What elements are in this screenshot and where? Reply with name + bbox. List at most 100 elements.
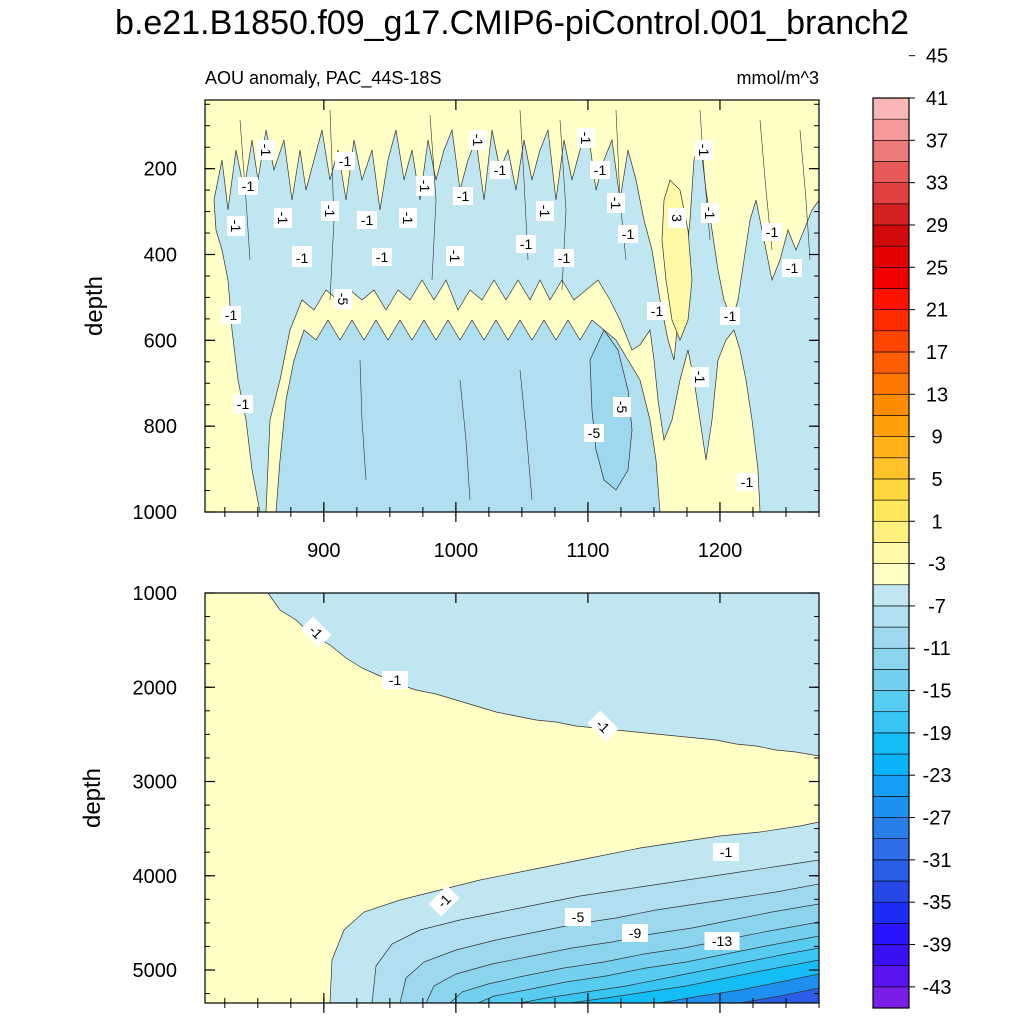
upper-contour-label: -1 (238, 177, 258, 195)
upper-contour-label: -1 (577, 128, 595, 148)
colorbar-box (872, 118, 910, 141)
colorbar-box (872, 774, 910, 797)
contour-label-bg (238, 177, 258, 195)
contour-label-bg (762, 223, 782, 241)
colorbar-box (872, 880, 910, 903)
colorbar-box (872, 690, 910, 713)
lower-contour-label: -9 (622, 924, 648, 942)
upper-region-minus3 (275, 319, 661, 512)
contour-label-text: -1 (376, 249, 389, 265)
contour-label-text: -1 (702, 207, 718, 220)
upper-frame (204, 99, 820, 513)
x-tick-label: 1000 (434, 540, 479, 562)
contour-label-text: -5 (614, 401, 630, 414)
lower-contour-label: -1 (300, 616, 332, 648)
contour-label-bg (321, 201, 339, 221)
contour-label-text: -1 (447, 250, 463, 263)
upper-contour-label: -1 (701, 203, 719, 223)
upper-contour-label: -1 (647, 302, 667, 320)
y-tick-label: 1000 (133, 583, 178, 605)
contour-label-text: -5 (572, 909, 585, 925)
contour-label-bg (428, 885, 460, 917)
contour-label-bg (453, 187, 473, 205)
colorbar-box (872, 584, 910, 607)
upper-contour-label: -1 (536, 201, 554, 221)
upper-contour-label: -1 (516, 235, 536, 253)
contour-label-bg (577, 128, 595, 148)
contour-label-text: -1 (520, 236, 533, 252)
colorbar-box (872, 309, 910, 332)
contour-label-bg (720, 307, 740, 325)
upper-contour-label: -1 (446, 246, 464, 266)
lower-y-axis: 1000 2000 3000 4000 5000 (133, 583, 819, 995)
contour-label-bg (713, 843, 739, 861)
colorbar-box (872, 753, 910, 776)
colorbar-box (872, 415, 910, 437)
upper-y-label: depth (81, 276, 108, 336)
upper-contour-label: -1 (782, 259, 802, 277)
colorbar-tick-label: -43 (923, 977, 952, 999)
contour-label-bg (221, 306, 241, 324)
contour-label-text: -1 (724, 308, 737, 324)
colorbar-box (872, 944, 910, 966)
upper-contour-label: -1 (737, 473, 757, 491)
contour-label-bg (357, 211, 377, 229)
upper-contour-labels: -1 -1 -1 -1 -1 -1 -1 -1 -1 -1 -1 -1 -1 -1 -1 -1 -1 -1 -1 -1… (221, 128, 802, 491)
upper-contour-label: -1 (335, 152, 355, 170)
colorbar-box (872, 288, 910, 310)
lower-region-minus17 (659, 973, 819, 1003)
y-tick-label: 1000 (133, 502, 178, 524)
contour-label-bg (536, 201, 554, 221)
contour-label-bg (233, 395, 253, 413)
contour-label-text: -1 (400, 212, 416, 225)
colorbar-box (872, 97, 910, 120)
contour-label-bg (695, 140, 713, 160)
contour-label-text: -1 (361, 212, 374, 228)
colorbar-tick-label: 45 (926, 46, 948, 68)
lower-contour-labels: -1 -1 -1 -1 -1 -5 -9 -13 (300, 616, 740, 950)
colorbar-tick-label: 5 (931, 469, 942, 491)
contour-label-bg (590, 161, 610, 179)
colorbar-box (872, 478, 910, 501)
colorbar-box (872, 923, 910, 945)
colorbar-box (872, 330, 910, 353)
colorbar-tick-label: 37 (926, 130, 948, 152)
upper-x-axis: 900 1000 1100 1200 (224, 100, 820, 562)
upper-contour-label: -1 (453, 187, 473, 205)
colorbar-tick-label: -3 (928, 554, 946, 576)
colorbar-box (872, 520, 910, 543)
colorbar-tick-label: 33 (926, 173, 948, 195)
upper-contour-label: 3 (668, 208, 686, 228)
lower-frame (204, 592, 820, 1004)
lower-x-axis (224, 593, 820, 1013)
colorbar-box (872, 563, 910, 586)
colorbar-tick-label: -31 (923, 850, 952, 872)
y-tick-label: 600 (144, 330, 177, 352)
contour-label-text: -1 (608, 197, 624, 210)
colorbar-tick-label: 9 (931, 427, 942, 449)
y-tick-label: 2000 (133, 677, 178, 699)
contour-label-text: -1 (322, 205, 338, 218)
colorbar-tick-label: 17 (926, 342, 948, 364)
upper-contour-label: -1 (554, 249, 574, 267)
contour-label-bg (490, 161, 510, 179)
colorbar-tick-label: 41 (926, 88, 948, 110)
colorbar-box (872, 393, 910, 416)
colorbar-box (872, 203, 910, 226)
colorbar-tick-label: -11 (923, 638, 950, 660)
colorbar-box (872, 817, 910, 839)
contour-label-text: -1 (258, 144, 274, 157)
lower-contour-label: -13 (704, 932, 740, 950)
upper-contour-label: -1 (691, 367, 709, 387)
upper-contour-label: -1 (490, 161, 510, 179)
contour-label-bg (227, 216, 245, 236)
upper-panel: 200 400 600 800 1000 900 1000 1100 1200 depth -… (81, 99, 820, 562)
upper-contour-label: -1 (618, 225, 638, 243)
contour-label-bg (372, 248, 392, 266)
variable-label: AOU anomaly, PAC_44S-18S (205, 68, 441, 89)
colorbar: -43-39-35-31-27-23-19-15-11-7-3159131721… (872, 46, 952, 1009)
contour-label-bg (334, 289, 352, 309)
colorbar-box (872, 605, 910, 628)
contour-label-text: 3 (669, 214, 685, 222)
